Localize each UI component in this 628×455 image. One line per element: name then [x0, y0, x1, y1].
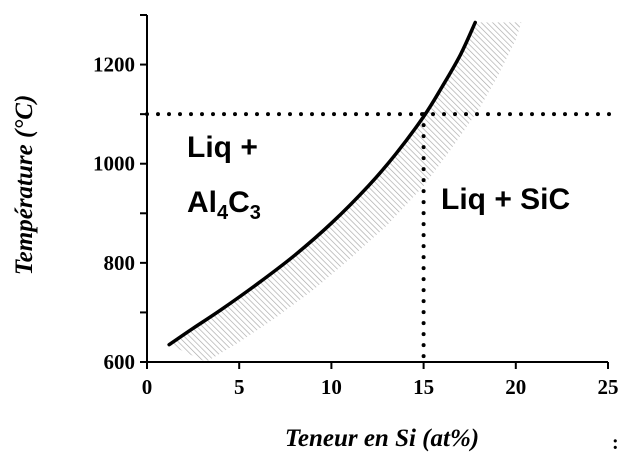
al-subscript: 4	[217, 202, 229, 224]
x-axis-title: Teneur en Si (at%)	[285, 425, 479, 452]
y-tick-label: 1000	[93, 152, 135, 176]
region-label-liq-sic: Liq + SiC	[441, 183, 570, 216]
c-text: C	[228, 186, 250, 219]
y-tick-label: 800	[104, 251, 136, 275]
y-axis-title: Température (°C)	[11, 95, 38, 276]
series-line	[167, 20, 477, 347]
stray-mark: :	[612, 432, 619, 454]
y-axis: 600 800 1000 1200	[93, 14, 148, 374]
uncertainty-band	[169, 22, 522, 362]
region-label-liq: Liq +	[187, 131, 258, 164]
x-tick-label: 5	[234, 375, 245, 399]
x-tick-label: 25	[598, 375, 619, 399]
x-axis: 0 5 10 15 20 25	[142, 361, 619, 399]
x-tick-label: 0	[142, 375, 153, 399]
c-subscript: 3	[250, 202, 261, 224]
x-tick-label: 15	[413, 375, 434, 399]
region-label-al4c3: Al4C3	[187, 186, 261, 224]
y-tick-label: 600	[104, 350, 136, 374]
al-text: Al	[187, 186, 217, 219]
x-tick-label: 20	[505, 375, 526, 399]
y-tick-label: 1200	[93, 53, 135, 77]
x-tick-label: 10	[321, 375, 342, 399]
